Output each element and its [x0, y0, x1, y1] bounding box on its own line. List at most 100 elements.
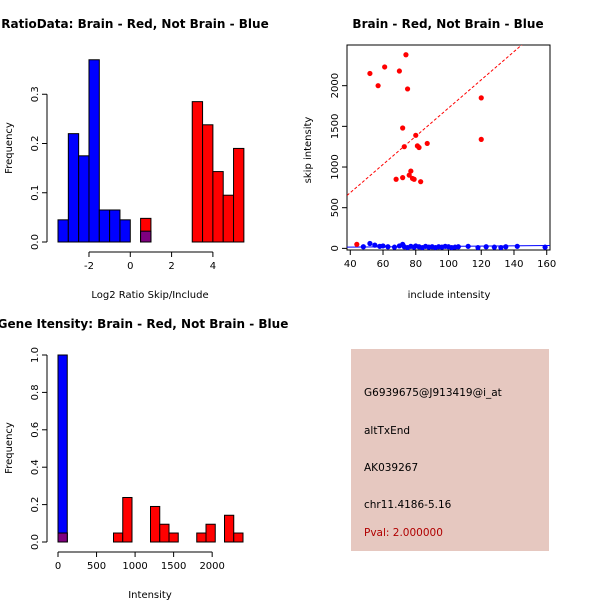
- histogram-bar-not-brain: [67, 133, 80, 243]
- scatter-point-brain: [424, 140, 430, 147]
- ratio-ylabel: Frequency: [4, 122, 15, 174]
- y-tick-label: 0.8: [30, 384, 41, 400]
- x-tick-label: 160: [537, 259, 556, 270]
- scatter-point-not-brain: [483, 244, 489, 250]
- scatter-point-brain: [354, 241, 360, 247]
- scatter-point-brain: [393, 176, 399, 182]
- histogram-bar-brain: [233, 147, 245, 243]
- histogram-bar-brain: [122, 496, 133, 543]
- intensity-histogram: Gene Itensity: Brain - Red, Not Brain - …: [0, 317, 288, 600]
- y-tick-label: 1500: [330, 114, 341, 139]
- x-tick-label: 4: [210, 261, 216, 272]
- ratio-xlabel: Log2 Ratio Skip/Include: [91, 290, 208, 301]
- scatter-point-brain: [418, 179, 424, 185]
- y-tick-label: 2000: [330, 73, 341, 98]
- scatter-ylabel: skip intensity: [303, 117, 314, 184]
- genomic-location: chr11.4186-5.16: [364, 499, 452, 511]
- scatter-point-not-brain: [498, 244, 504, 251]
- scatter-point-not-brain: [542, 244, 548, 250]
- scatter-point-brain: [411, 176, 417, 182]
- scatter-point-not-brain: [385, 244, 391, 250]
- y-tick-label: 0.0: [30, 534, 41, 550]
- histogram-bar-not-brain: [119, 219, 131, 243]
- scatter-point-not-brain: [372, 242, 378, 248]
- ratio-title: RatioData: Brain - Red, Not Brain - Blue: [1, 17, 268, 31]
- scatter-point-brain: [382, 64, 388, 70]
- y-tick-label: 0.1: [30, 185, 41, 201]
- x-tick-label: 1500: [161, 561, 186, 572]
- scatter-point-not-brain: [465, 243, 471, 249]
- y-tick-label: 1.0: [30, 347, 41, 363]
- accession: AK039267: [364, 462, 418, 474]
- x-tick-label: 0: [55, 561, 61, 572]
- histogram-bar-not-brain: [109, 209, 121, 243]
- scatter-xlabel: include intensity: [408, 290, 491, 301]
- x-tick-label: 2000: [199, 561, 224, 572]
- histogram-bar-brain: [233, 532, 244, 543]
- histogram-bar-brain: [159, 523, 170, 543]
- scatter-point-not-brain: [367, 240, 373, 247]
- scatter-point-brain: [478, 136, 484, 142]
- histogram-bar-overlap: [57, 532, 68, 543]
- histogram-bar-brain: [222, 194, 235, 243]
- scatter-point-brain: [401, 144, 407, 150]
- y-tick-label: 0.0: [30, 234, 41, 250]
- scatter-point-brain: [375, 83, 381, 89]
- scatter-point-brain: [400, 174, 406, 181]
- histogram-bar-brain: [191, 101, 204, 243]
- x-tick-label: 100: [439, 259, 458, 270]
- scatter-point-brain: [396, 68, 402, 74]
- scatter-point-not-brain: [391, 244, 398, 250]
- x-tick-label: 2: [168, 261, 174, 272]
- x-tick-label: 80: [409, 259, 422, 270]
- scatter-point-not-brain: [360, 244, 366, 250]
- scatter-point-not-brain: [514, 243, 520, 249]
- scatter-title: Brain - Red, Not Brain - Blue: [352, 17, 543, 31]
- pval-text: Pval: 2.000000: [364, 527, 443, 539]
- histogram-bar-not-brain: [57, 219, 69, 243]
- scatter-point-brain: [367, 70, 373, 77]
- scatter-point-not-brain: [380, 243, 386, 249]
- x-tick-label: 120: [472, 259, 491, 270]
- histogram-bar-brain: [168, 532, 179, 543]
- red-fit-line: [347, 45, 523, 196]
- y-tick-label: 0.3: [30, 86, 41, 102]
- y-tick-label: 0.4: [30, 459, 41, 475]
- y-tick-label: 500: [330, 198, 341, 217]
- x-tick-label: 1000: [122, 561, 147, 572]
- histogram-bar-not-brain: [78, 155, 90, 243]
- y-tick-label: 0.2: [30, 136, 41, 152]
- scatter-point-brain: [408, 168, 414, 174]
- event-type: altTxEnd: [364, 425, 410, 437]
- y-tick-label: 1000: [330, 154, 341, 179]
- info-panel: G6939675@J913419@i_at altTxEnd AK039267 …: [351, 349, 549, 551]
- info-background: [351, 349, 549, 551]
- histogram-bar-brain: [113, 532, 124, 543]
- histogram-bar-brain: [205, 523, 216, 543]
- y-tick-label: 0: [330, 245, 341, 251]
- histogram-bar-brain: [196, 532, 207, 543]
- histogram-bar-brain: [212, 171, 224, 243]
- scatter-point-brain: [404, 86, 411, 92]
- x-tick-label: 0: [127, 261, 133, 272]
- intensity-xlabel: Intensity: [128, 590, 172, 600]
- x-tick-label: -2: [84, 261, 94, 272]
- scatter-point-brain: [416, 144, 422, 151]
- intensity-ylabel: Frequency: [4, 422, 15, 474]
- probe-id: G6939675@J913419@i_at: [364, 387, 502, 399]
- scatter-point-brain: [406, 172, 412, 178]
- x-tick-label: 60: [377, 259, 390, 270]
- histogram-bar-brain: [224, 514, 235, 543]
- histogram-bar-overlap: [140, 230, 152, 243]
- scatter-point-not-brain: [475, 244, 481, 251]
- x-tick-label: 500: [87, 561, 106, 572]
- scatter-point-not-brain: [455, 244, 461, 250]
- x-tick-label: 140: [504, 259, 523, 270]
- histogram-bar-not-brain: [98, 209, 111, 243]
- histogram-bar-brain: [150, 505, 161, 543]
- scatter-point-brain: [478, 95, 484, 101]
- y-tick-label: 0.2: [30, 497, 41, 513]
- y-tick-label: 0.6: [30, 422, 41, 438]
- x-tick-label: 40: [344, 259, 357, 270]
